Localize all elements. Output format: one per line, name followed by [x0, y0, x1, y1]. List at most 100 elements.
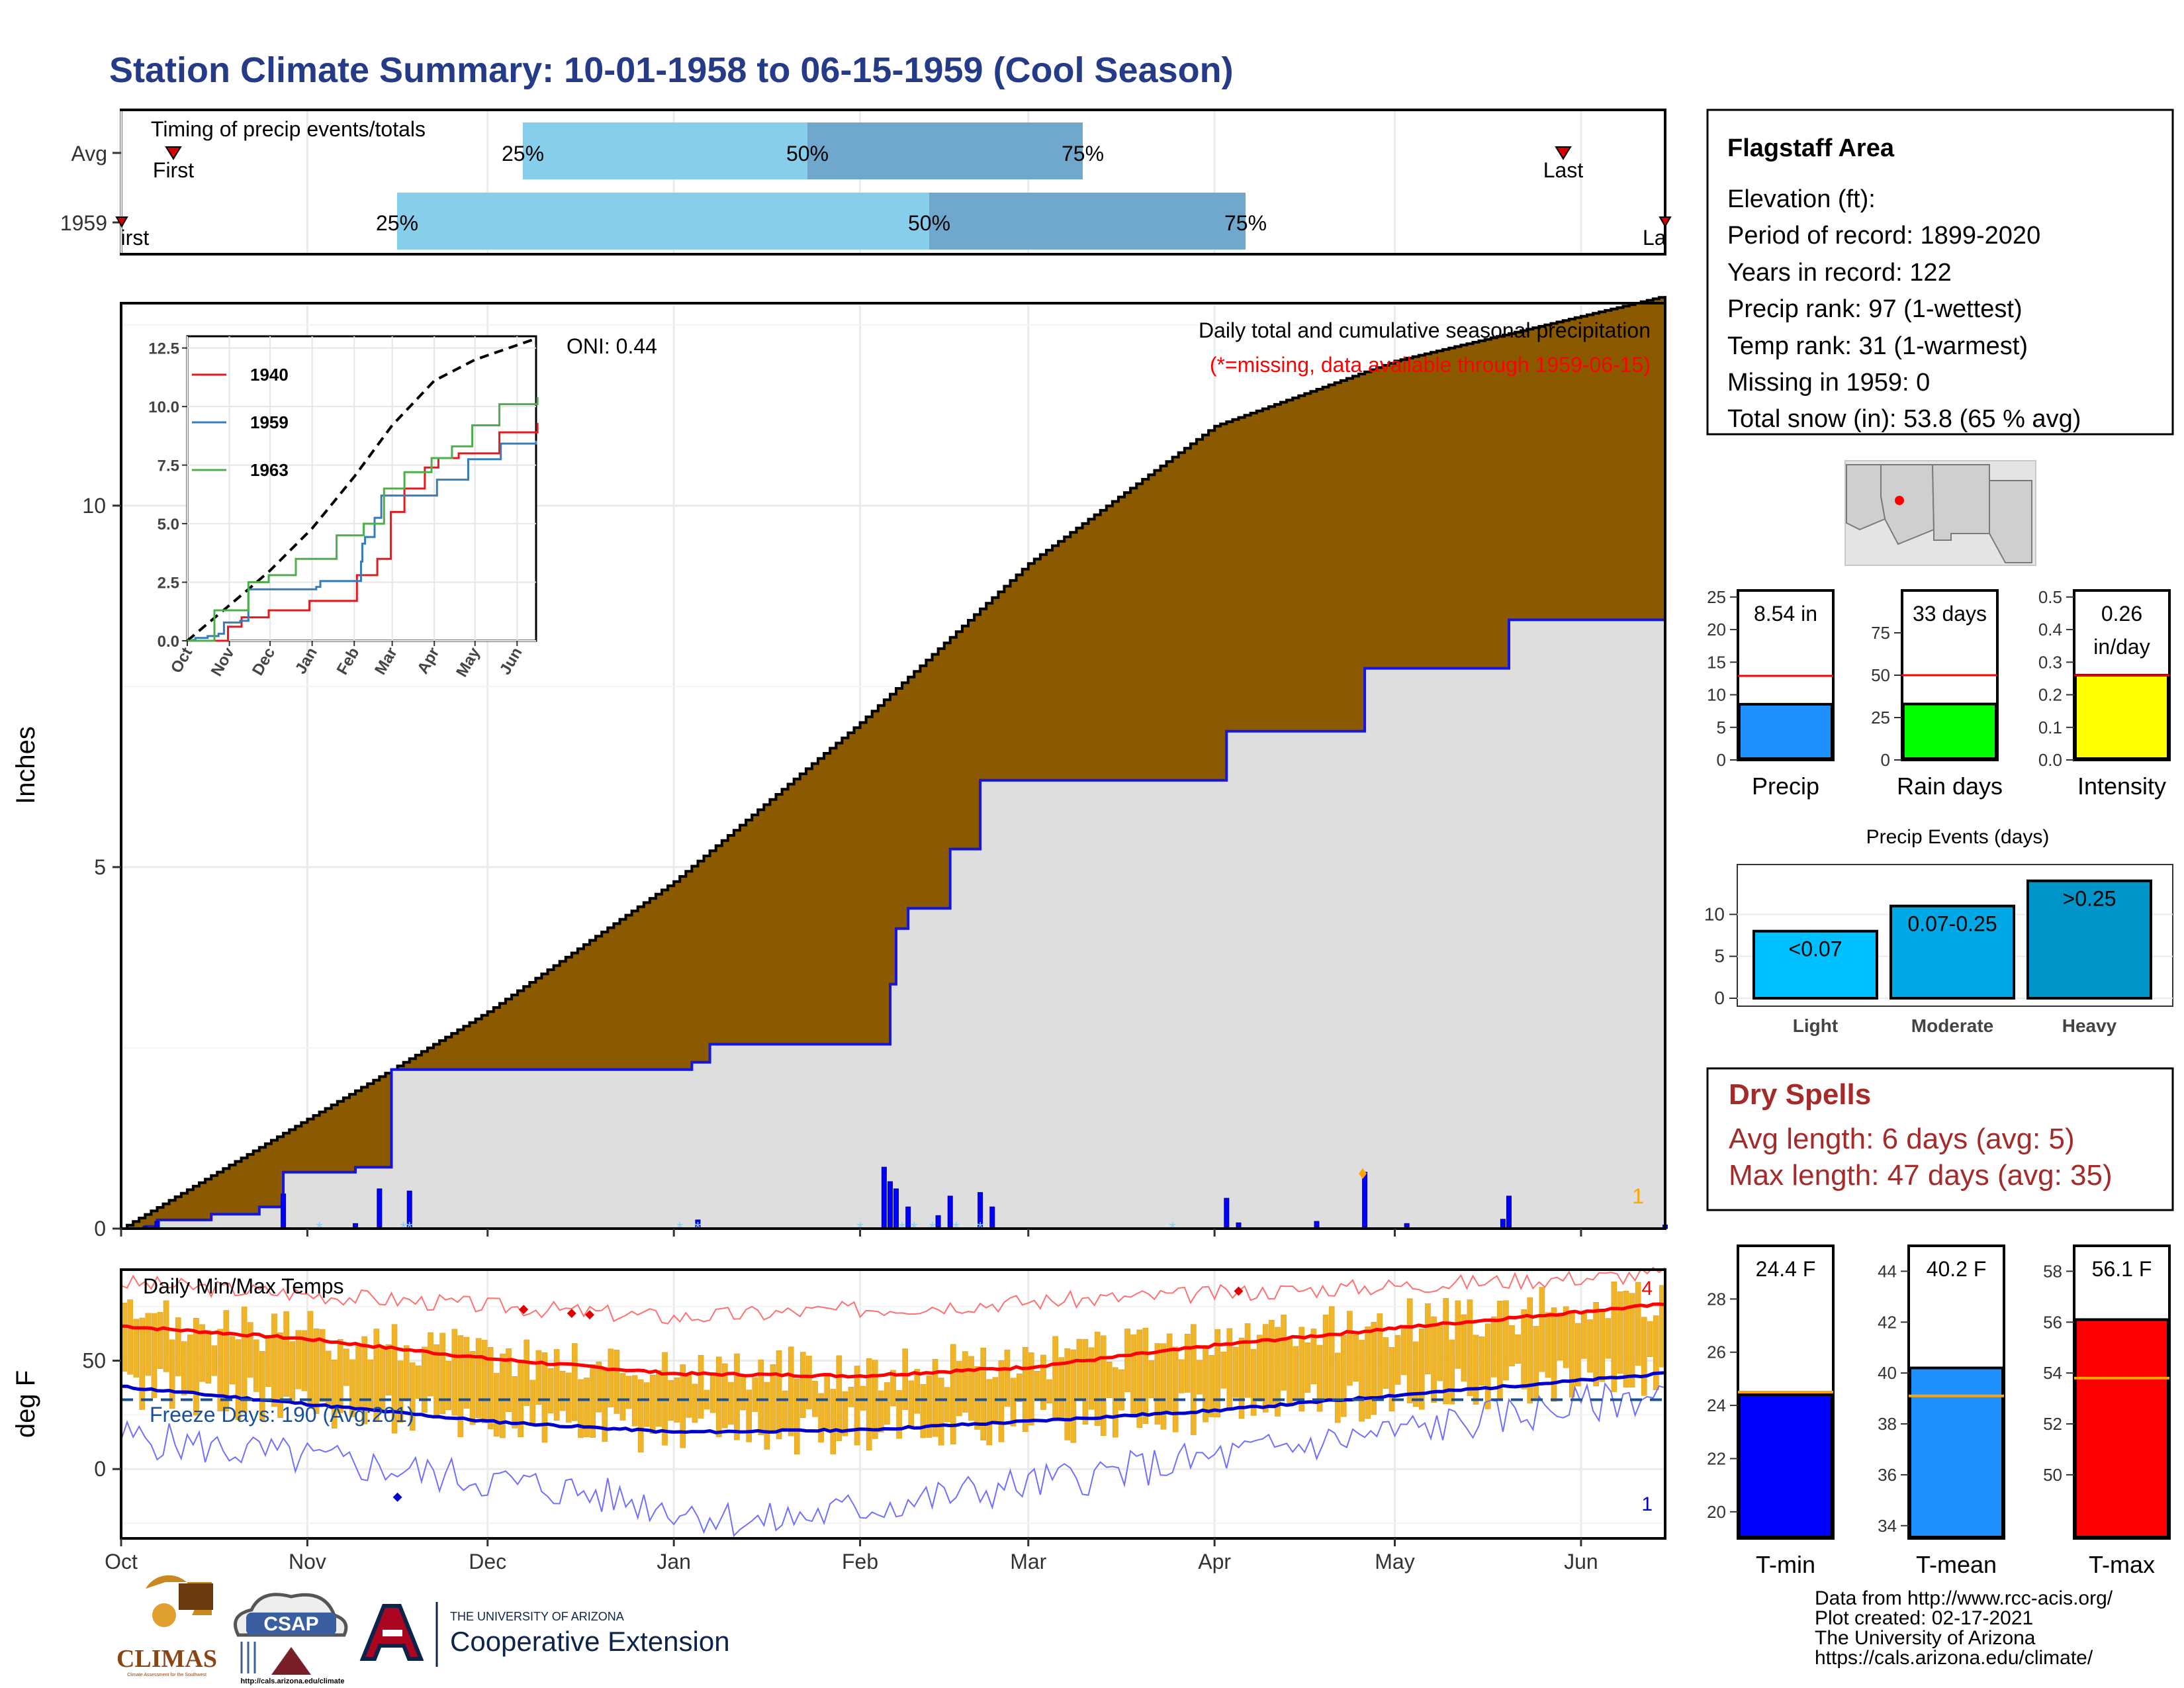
precip-gauge-intensity: 0.26 in/day 0.0 0.1 0.2 0.3 0.4 0.5 Intensity: [2038, 587, 2171, 800]
temp-bar-139: [956, 1361, 962, 1417]
temp-bar-35: [331, 1359, 338, 1429]
temp-bar-8: [169, 1339, 175, 1409]
temp-bar-225: [1473, 1335, 1479, 1405]
temp-bar-131: [908, 1380, 915, 1427]
temp-bar-4: [145, 1313, 152, 1376]
temp-bar-27: [283, 1311, 289, 1397]
dry-spells-box: Dry Spells Avg length: 6 days (avg: 5) M…: [1706, 1067, 2174, 1211]
temp-bar-199: [1316, 1344, 1323, 1412]
temp-bar-140: [962, 1351, 968, 1413]
events-bar-light: [1752, 929, 1878, 1000]
station-name: Flagstaff Area: [1727, 134, 1895, 162]
record-high-marker-3: [1234, 1286, 1244, 1296]
temp-ytick-label-0: 0: [94, 1457, 106, 1481]
info-years: Years in record: 122: [1727, 259, 1952, 287]
temp-bar-192: [1275, 1327, 1281, 1417]
temp-bar-251: [1629, 1293, 1635, 1388]
timing-avg-bar-late: [807, 122, 1083, 179]
record-high-marker-2: [585, 1310, 595, 1320]
precip-ytick-label-0: 0: [94, 1217, 106, 1241]
temp-bar-159: [1076, 1338, 1083, 1399]
temp-bar-217: [1425, 1303, 1431, 1375]
events-ytick-label-0: 0: [1714, 988, 1725, 1008]
university-of-arizona-logo: THE UNIVERSITY OF ARIZONA Cooperative Ex…: [359, 1602, 730, 1667]
precip-gauge-rain-days: 33 days 0 25 50 75 Rain days: [1871, 589, 2003, 800]
temp-bar-222: [1455, 1300, 1461, 1369]
legend-label-1940: 1940: [250, 365, 289, 385]
temp-bar-74: [566, 1372, 572, 1423]
temp-gauge-fill-2: [2074, 1318, 2169, 1538]
temp-bar-85: [631, 1375, 638, 1427]
precip-gauge-tick-label-0-2: 10: [1707, 685, 1726, 705]
temp-gauge-value-0: 24.4 F: [1756, 1257, 1816, 1281]
temp-bar-240: [1563, 1306, 1569, 1368]
temp-bar-98: [709, 1374, 716, 1413]
precip-bar-7: [881, 1166, 887, 1229]
temp-bar-1: [127, 1299, 133, 1375]
page-title: Station Climate Summary: 10-01-1958 to 0…: [109, 50, 1234, 90]
temp-bar-18: [229, 1336, 236, 1385]
temp-bar-195: [1293, 1346, 1299, 1401]
info-temp-rank: Temp rank: 31 (1-warmest): [1727, 332, 2028, 360]
temp-x-axis: Oct Nov Dec Jan Feb Mar Apr May Jun: [105, 1538, 1598, 1573]
temp-bar-168: [1130, 1334, 1136, 1418]
temp-bar-147: [1004, 1349, 1011, 1407]
temp-bar-2: [133, 1319, 139, 1378]
freeze-days: Freeze Days: 190 (Avg:201): [150, 1403, 414, 1427]
month-label-jun: Jun: [1564, 1550, 1598, 1573]
precip-bar-15: [1224, 1197, 1230, 1229]
temp-bar-239: [1557, 1313, 1563, 1360]
climas-subtitle: Climate Assessment for the Southwest: [127, 1673, 206, 1677]
timing-avg-first-label: First: [153, 158, 194, 182]
temp-gauge-tick-label-1-0: 34: [1878, 1516, 1897, 1536]
temp-bar-9: [175, 1317, 181, 1376]
temp-bar-22: [253, 1339, 259, 1392]
avg-max-line: [120, 1302, 1666, 1379]
temp-bar-126: [878, 1390, 884, 1432]
temp-bar-94: [686, 1374, 692, 1418]
precip-y-axis-label: Inches: [11, 726, 40, 804]
temp-bar-235: [1533, 1326, 1539, 1401]
precip-bar-4: [377, 1188, 383, 1229]
temp-bar-67: [523, 1339, 530, 1406]
precip-gauge-value-0: 8.54 in: [1754, 602, 1817, 626]
footer-url: https://cals.arizona.edu/climate/: [1815, 1647, 2093, 1669]
record-high-marker-0: [519, 1305, 529, 1315]
dry-spells-avg: Avg length: 6 days (avg: 5): [1729, 1123, 2075, 1155]
precip-gauge-fill-2: [2074, 674, 2169, 760]
temp-bar-246: [1599, 1311, 1605, 1382]
temp-bar-128: [890, 1370, 896, 1407]
timing-yr-first-label: First: [108, 226, 149, 250]
missing-count: 1: [1632, 1184, 1644, 1208]
temp-bar-163: [1100, 1335, 1107, 1436]
temp-bar-28: [289, 1341, 296, 1401]
temp-bar-116: [818, 1393, 824, 1443]
temp-bar-51: [428, 1332, 433, 1397]
temp-bar-46: [397, 1360, 404, 1423]
temp-bar-164: [1107, 1362, 1113, 1398]
temp-bar-255: [1653, 1315, 1659, 1390]
temp-bar-158: [1070, 1349, 1077, 1443]
temp-bar-185: [1232, 1346, 1239, 1398]
temp-bar-183: [1220, 1351, 1227, 1389]
temp-bar-78: [590, 1364, 596, 1438]
temp-bar-55: [451, 1329, 458, 1416]
footer-data-source: Data from http://www.rcc-acis.org/: [1815, 1587, 2113, 1609]
timing-yr-q25: 25%: [376, 211, 418, 235]
temp-bar-151: [1028, 1352, 1034, 1426]
timing-avg-bar-early: [523, 122, 807, 179]
precip-gauge-label-2: Intensity: [2077, 773, 2166, 800]
month-label-oct: Oct: [105, 1550, 138, 1573]
temp-bar-64: [506, 1348, 512, 1412]
temp-bar-152: [1034, 1371, 1040, 1399]
temp-bar-114: [806, 1356, 812, 1409]
temp-bar-172: [1154, 1343, 1161, 1425]
inset-frame: [186, 335, 537, 642]
temp-bar-45: [391, 1324, 398, 1434]
precip-gauge-tick-label-0-4: 20: [1707, 620, 1726, 639]
daily-temp-bars: [121, 1281, 1665, 1455]
inset-legend: 1940 1959 1963: [192, 365, 289, 480]
temp-bar-193: [1281, 1315, 1287, 1391]
temp-bar-99: [715, 1356, 722, 1437]
temp-gauge-tick-label-1-1: 36: [1878, 1465, 1897, 1485]
